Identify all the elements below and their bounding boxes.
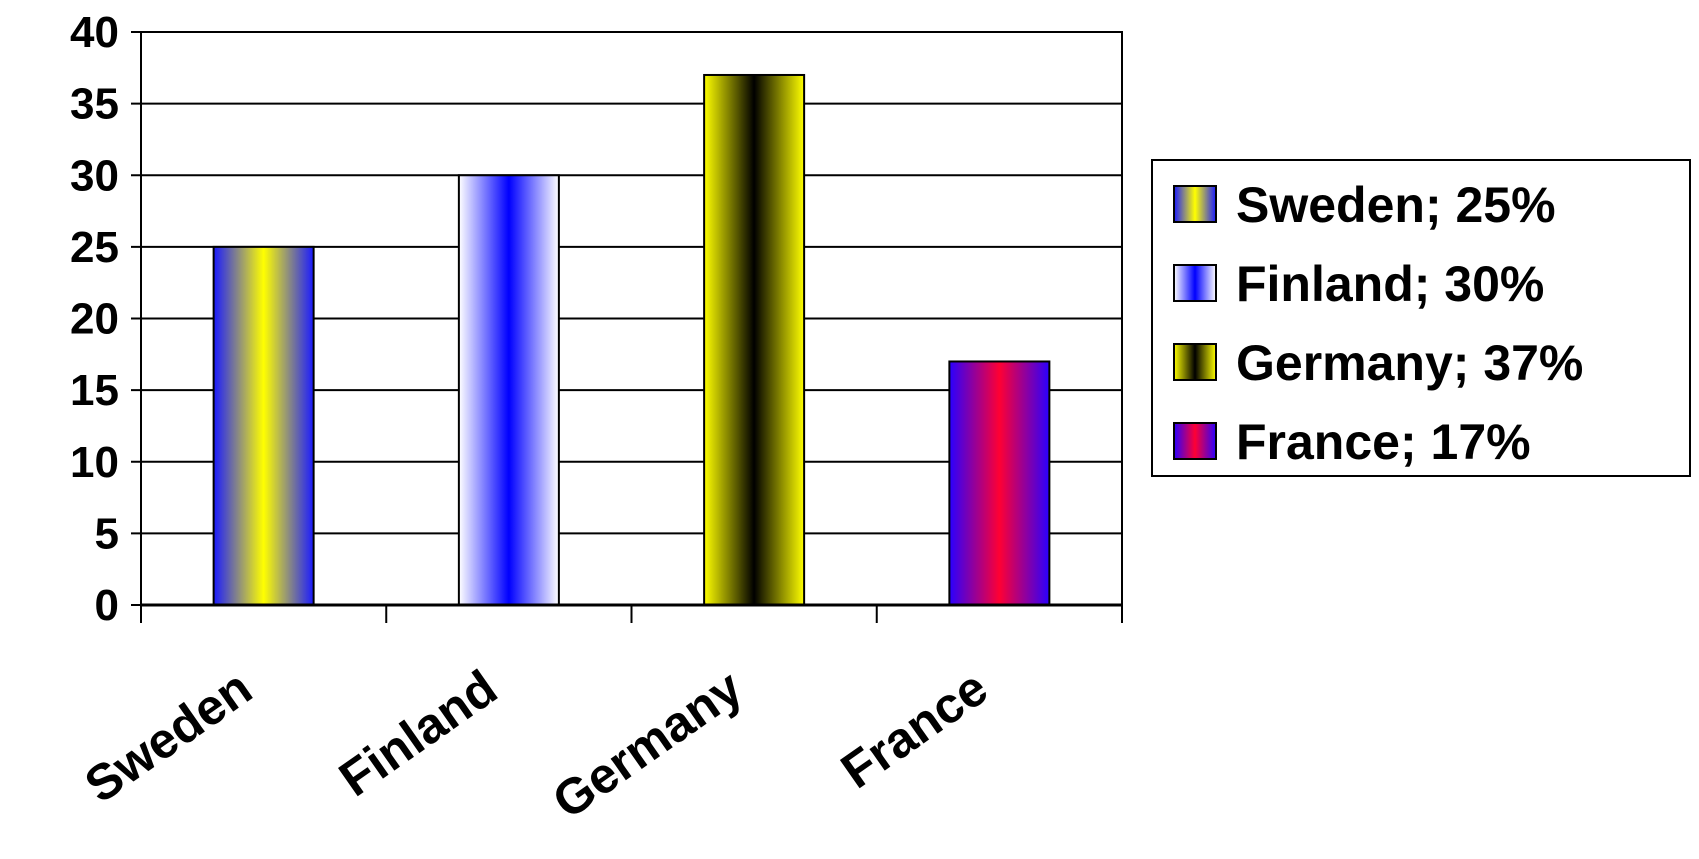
y-tick-label: 40 bbox=[70, 8, 119, 57]
bar-germany bbox=[703, 73, 806, 607]
legend-box bbox=[1151, 159, 1691, 477]
legend-label: Sweden; 25% bbox=[1236, 177, 1556, 233]
legend-swatch bbox=[1173, 343, 1217, 381]
legend-label: Finland; 30% bbox=[1236, 256, 1544, 312]
y-tick-label: 20 bbox=[70, 295, 119, 344]
legend-label: France; 17% bbox=[1236, 414, 1531, 470]
legend-swatch bbox=[1173, 264, 1217, 302]
x-tick-label: Sweden bbox=[75, 659, 262, 813]
bars bbox=[212, 73, 1051, 607]
bar-sweden bbox=[212, 245, 315, 606]
legend-label: Germany; 37% bbox=[1236, 335, 1583, 391]
legend: Sweden; 25% Finland; 30% Germany; 37% Franc… bbox=[1151, 159, 1691, 477]
bar-finland bbox=[457, 174, 560, 606]
y-tick-label: 10 bbox=[70, 438, 119, 487]
x-tick-label: Germany bbox=[543, 659, 753, 829]
legend-swatch bbox=[1173, 185, 1217, 223]
y-tick-label: 35 bbox=[70, 80, 119, 129]
bar-france bbox=[948, 360, 1051, 606]
y-tick-label: 25 bbox=[70, 223, 119, 272]
y-tick-label: 15 bbox=[70, 366, 119, 415]
y-tick-label: 0 bbox=[95, 581, 119, 630]
legend-swatch bbox=[1173, 422, 1217, 460]
x-tick-label: France bbox=[831, 659, 997, 799]
y-tick-label: 30 bbox=[70, 151, 119, 200]
x-tick-label: Finland bbox=[329, 659, 507, 807]
y-tick-label: 5 bbox=[95, 509, 119, 558]
